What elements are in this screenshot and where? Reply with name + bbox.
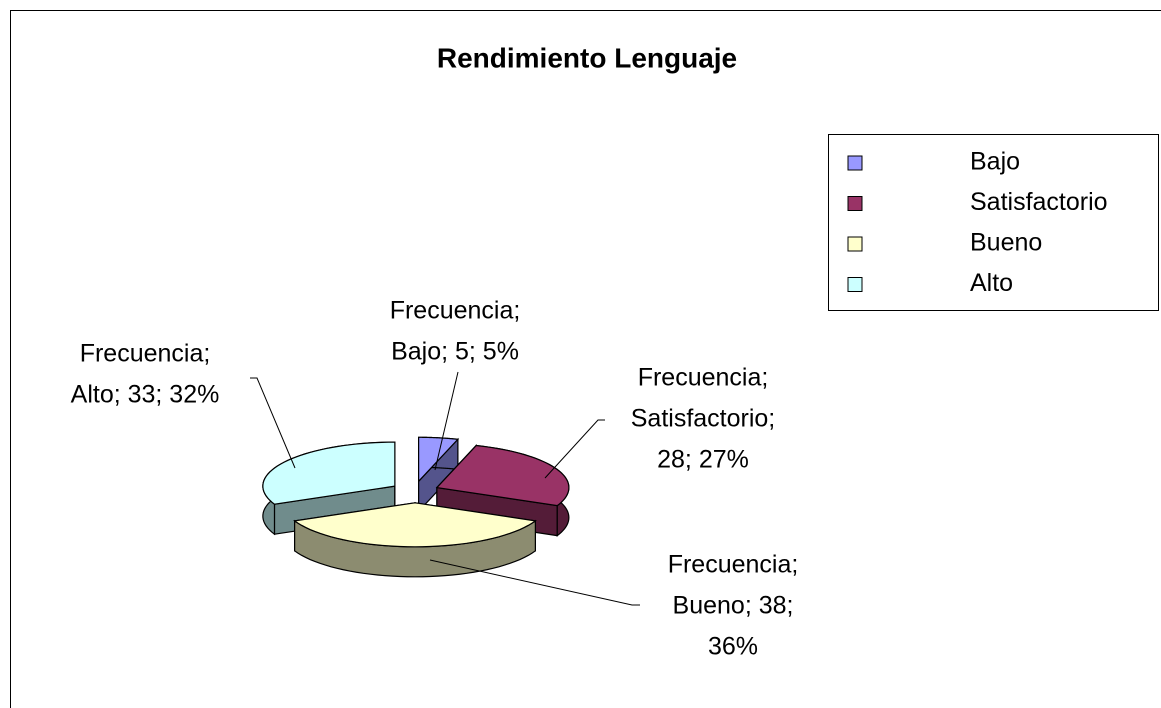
leader-line: [429, 559, 640, 606]
legend-label: Bajo: [970, 148, 1020, 176]
data-label: Frecuencia;: [80, 340, 211, 368]
legend-label: Alto: [970, 269, 1013, 297]
legend-swatch: [847, 277, 863, 292]
data-label: 36%: [708, 633, 758, 661]
slice: [293, 502, 537, 548]
legend-swatch: [847, 155, 863, 171]
data-label: Frecuencia;: [390, 297, 521, 325]
data-label: Bajo; 5; 5%: [391, 338, 519, 366]
slice: [418, 436, 460, 483]
legend-label: Bueno: [970, 229, 1042, 257]
slice: [262, 441, 396, 505]
leader-line: [434, 371, 459, 471]
legend-label: Satisfactorio: [970, 188, 1108, 216]
data-label: Frecuencia;: [638, 364, 769, 392]
slice: [435, 444, 570, 507]
data-label: 28; 27%: [657, 446, 749, 474]
legend-box: [828, 134, 1159, 311]
leader-line: [544, 419, 605, 479]
legend-swatch: [847, 196, 863, 211]
leader-line: [250, 377, 296, 469]
chart-title: Rendimiento Lenguaje: [437, 42, 737, 73]
data-label: Satisfactorio;: [631, 405, 776, 433]
data-label: Frecuencia;: [668, 551, 799, 579]
chart-frame: [10, 10, 1161, 708]
legend-swatch: [847, 236, 863, 252]
data-label: Bueno; 38;: [673, 592, 794, 620]
data-label: Alto; 33; 32%: [71, 381, 220, 409]
